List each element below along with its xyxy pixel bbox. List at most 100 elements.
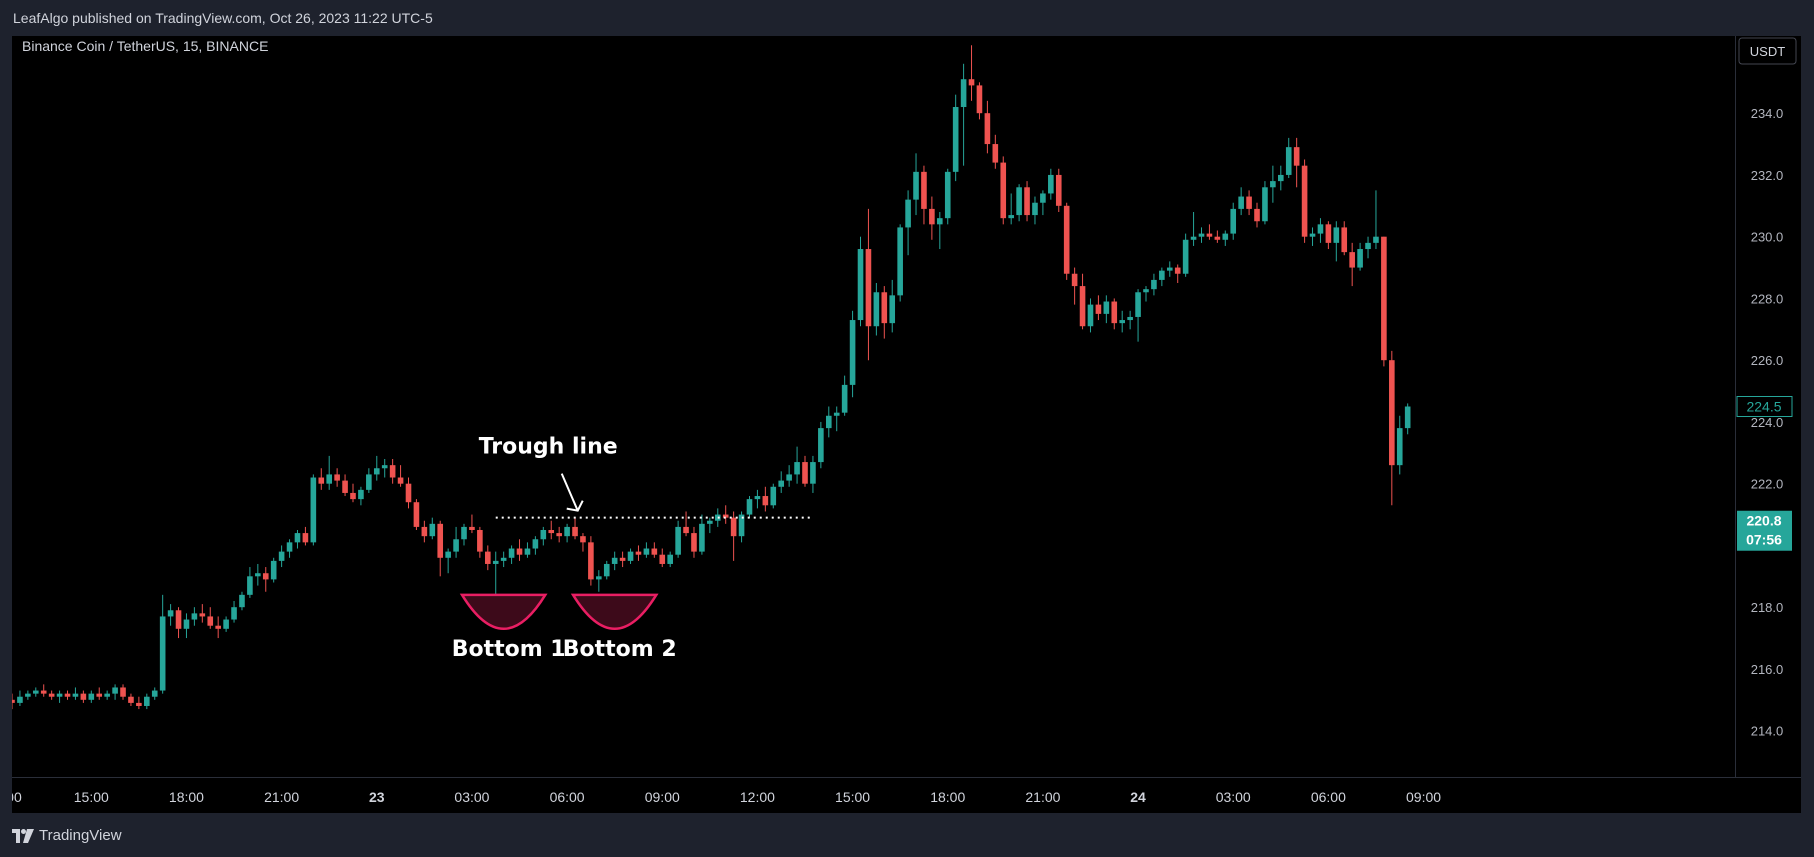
candle bbox=[262, 567, 269, 592]
candle-body bbox=[112, 687, 118, 694]
candle-body bbox=[1079, 286, 1086, 327]
price-tick-label: 216.0 bbox=[1751, 662, 1784, 677]
candle-body bbox=[1127, 316, 1133, 321]
candle-body bbox=[1222, 233, 1229, 240]
candle-body bbox=[952, 107, 959, 172]
annotation-layer: Trough line Bottom 1 Bottom 2 bbox=[452, 435, 813, 662]
candle-body bbox=[334, 474, 340, 481]
candle-body bbox=[1111, 301, 1118, 324]
candle-body bbox=[88, 693, 95, 700]
candle bbox=[802, 455, 808, 487]
candle bbox=[437, 520, 444, 577]
candle-body bbox=[754, 496, 761, 500]
chart-area[interactable]: Trough line Bottom 1 Bottom 2 Binance Co… bbox=[12, 36, 1801, 813]
candle bbox=[762, 486, 769, 512]
candle-body bbox=[144, 696, 150, 706]
candle bbox=[659, 548, 666, 568]
candle bbox=[88, 690, 95, 703]
candle-body bbox=[675, 526, 681, 555]
candle bbox=[159, 594, 166, 694]
time-tick-label: 09:00 bbox=[645, 789, 680, 805]
candle-body bbox=[802, 462, 808, 484]
candle bbox=[596, 570, 602, 592]
candle bbox=[1301, 159, 1308, 243]
candle bbox=[929, 196, 935, 240]
candle-body bbox=[881, 292, 888, 324]
currency-button-label: USDT bbox=[1750, 44, 1785, 59]
candle bbox=[960, 63, 967, 166]
candle bbox=[984, 100, 991, 154]
last-price-value: 220.8 bbox=[1746, 513, 1781, 529]
candle-body bbox=[1333, 227, 1340, 243]
candle-body bbox=[508, 548, 515, 558]
candle bbox=[1008, 193, 1014, 225]
candle-body bbox=[873, 292, 880, 327]
candle bbox=[1111, 298, 1118, 330]
time-tick-label: 06:00 bbox=[1311, 789, 1346, 805]
candle-body bbox=[770, 486, 777, 506]
price-label-outline: 224.5 bbox=[1736, 396, 1793, 417]
candle bbox=[389, 458, 396, 484]
currency-button[interactable]: USDT bbox=[1738, 37, 1797, 65]
price-tick-label: 214.0 bbox=[1751, 724, 1784, 739]
candle bbox=[1040, 190, 1046, 216]
candle-body bbox=[1071, 273, 1078, 287]
time-axis[interactable]: :00 15:00 18:00 21:00 23 03:00 06:00 09:00 12:00… bbox=[12, 777, 1801, 806]
candle bbox=[540, 526, 547, 546]
candle bbox=[1143, 286, 1149, 302]
candle-body bbox=[786, 474, 792, 481]
candle bbox=[1357, 242, 1363, 271]
candle-body bbox=[397, 477, 404, 484]
candle bbox=[1159, 267, 1165, 287]
candle-body bbox=[477, 530, 483, 552]
candle bbox=[183, 613, 190, 639]
candle-body bbox=[1095, 304, 1102, 314]
candle bbox=[1079, 273, 1086, 330]
candle bbox=[485, 545, 491, 571]
candle bbox=[1373, 190, 1379, 250]
candle bbox=[1206, 224, 1213, 240]
candle bbox=[818, 421, 824, 469]
candle bbox=[675, 520, 681, 558]
time-tick-label: 03:00 bbox=[1216, 789, 1251, 805]
candle-body bbox=[596, 576, 602, 580]
candle-body bbox=[699, 523, 705, 552]
candle bbox=[1325, 221, 1332, 250]
candle-body bbox=[231, 607, 237, 620]
candle bbox=[1270, 165, 1276, 203]
price-tick-label: 230.0 bbox=[1751, 230, 1784, 245]
candle-body bbox=[707, 520, 713, 524]
candlestick-chart[interactable]: Trough line Bottom 1 Bottom 2 Binance Co… bbox=[12, 36, 1801, 813]
candle bbox=[722, 505, 729, 524]
candle bbox=[1000, 156, 1007, 225]
candle bbox=[405, 477, 412, 509]
candle bbox=[104, 690, 110, 700]
candle bbox=[342, 474, 348, 497]
time-tick-label: 12:00 bbox=[740, 789, 775, 805]
candle bbox=[17, 690, 23, 706]
candle bbox=[1389, 350, 1395, 506]
trough-line-label: Trough line bbox=[479, 435, 618, 460]
candle-body bbox=[1174, 267, 1181, 274]
candle-body bbox=[342, 480, 348, 493]
candle-body bbox=[366, 474, 372, 490]
candle-body bbox=[825, 415, 832, 429]
candle bbox=[524, 542, 531, 558]
candle bbox=[707, 517, 713, 534]
candle-body bbox=[1230, 208, 1237, 234]
candle bbox=[318, 468, 325, 490]
candle-body bbox=[1293, 147, 1300, 166]
candle bbox=[469, 514, 475, 534]
tradingview-brand[interactable]: TradingView bbox=[12, 827, 122, 844]
candle-body bbox=[56, 693, 63, 697]
candle bbox=[627, 548, 634, 564]
candle bbox=[215, 616, 221, 639]
price-axis[interactable]: 214.0216.0218.0220.0222.0224.0226.0228.0… bbox=[1735, 36, 1802, 813]
candle-body bbox=[580, 536, 586, 543]
candle-body bbox=[64, 693, 71, 697]
candle bbox=[12, 693, 15, 710]
candle-body bbox=[818, 428, 824, 463]
candle-body bbox=[746, 499, 753, 515]
candle bbox=[1341, 221, 1348, 256]
candle-body bbox=[619, 557, 626, 561]
